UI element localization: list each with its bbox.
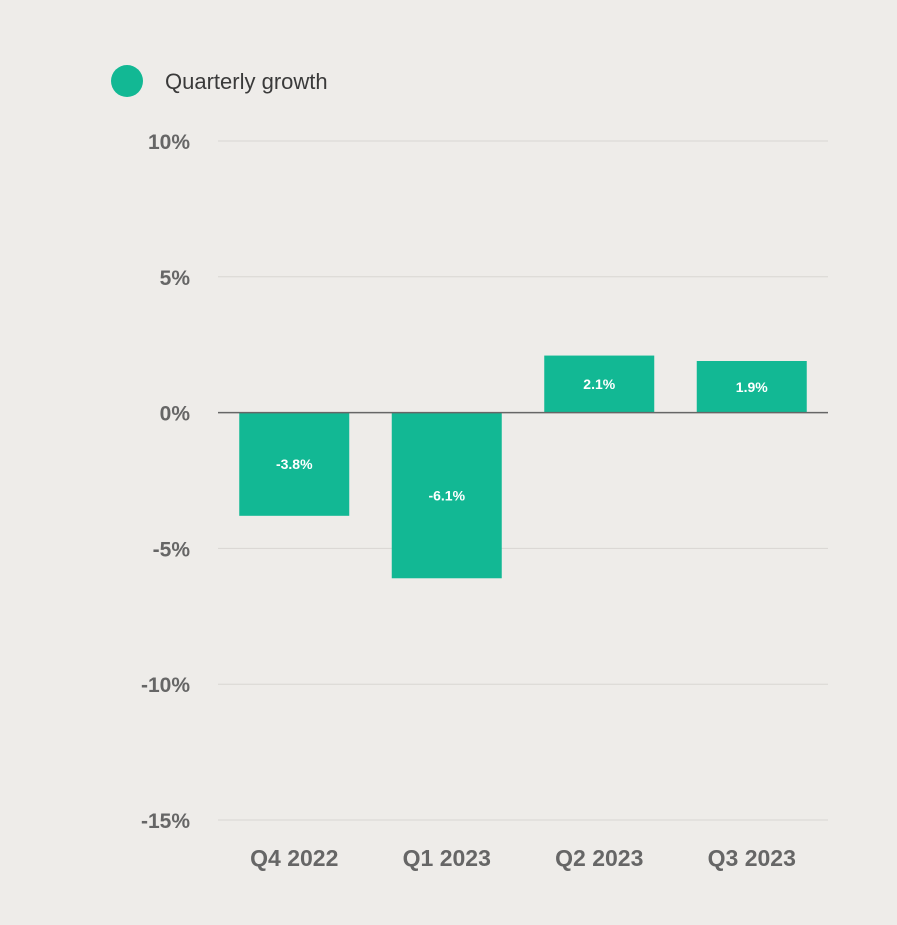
legend-swatch [111, 65, 143, 97]
x-axis: Q4 2022 Q1 2023 Q2 2023 Q3 2023 [250, 845, 796, 871]
y-tick-label: -10% [141, 674, 190, 697]
y-tick-label: 5% [160, 267, 191, 290]
data-label: -6.1% [428, 487, 465, 503]
bar [391, 412, 502, 579]
grid-lines [218, 140, 828, 821]
bar [696, 360, 807, 413]
x-tick-label: Q3 2023 [708, 845, 796, 871]
legend-label: Quarterly growth [165, 69, 328, 94]
data-label: 2.1% [583, 376, 615, 392]
bar [239, 412, 350, 516]
x-tick-label: Q1 2023 [403, 845, 491, 871]
data-label: -3.8% [276, 456, 313, 472]
y-tick-label: -5% [153, 538, 191, 561]
legend: Quarterly growth [111, 65, 328, 97]
y-tick-label: -15% [141, 810, 190, 833]
y-tick-label: 10% [148, 131, 190, 154]
bars: -3.8% -6.1% 2.1% 1.9% [239, 355, 807, 579]
x-tick-label: Q4 2022 [250, 845, 338, 871]
bar [544, 355, 655, 413]
y-tick-label: 0% [160, 403, 191, 426]
x-tick-label: Q2 2023 [555, 845, 643, 871]
data-label: 1.9% [736, 379, 768, 395]
y-axis: 10% 5% 0% -5% -10% -15% [141, 131, 190, 833]
